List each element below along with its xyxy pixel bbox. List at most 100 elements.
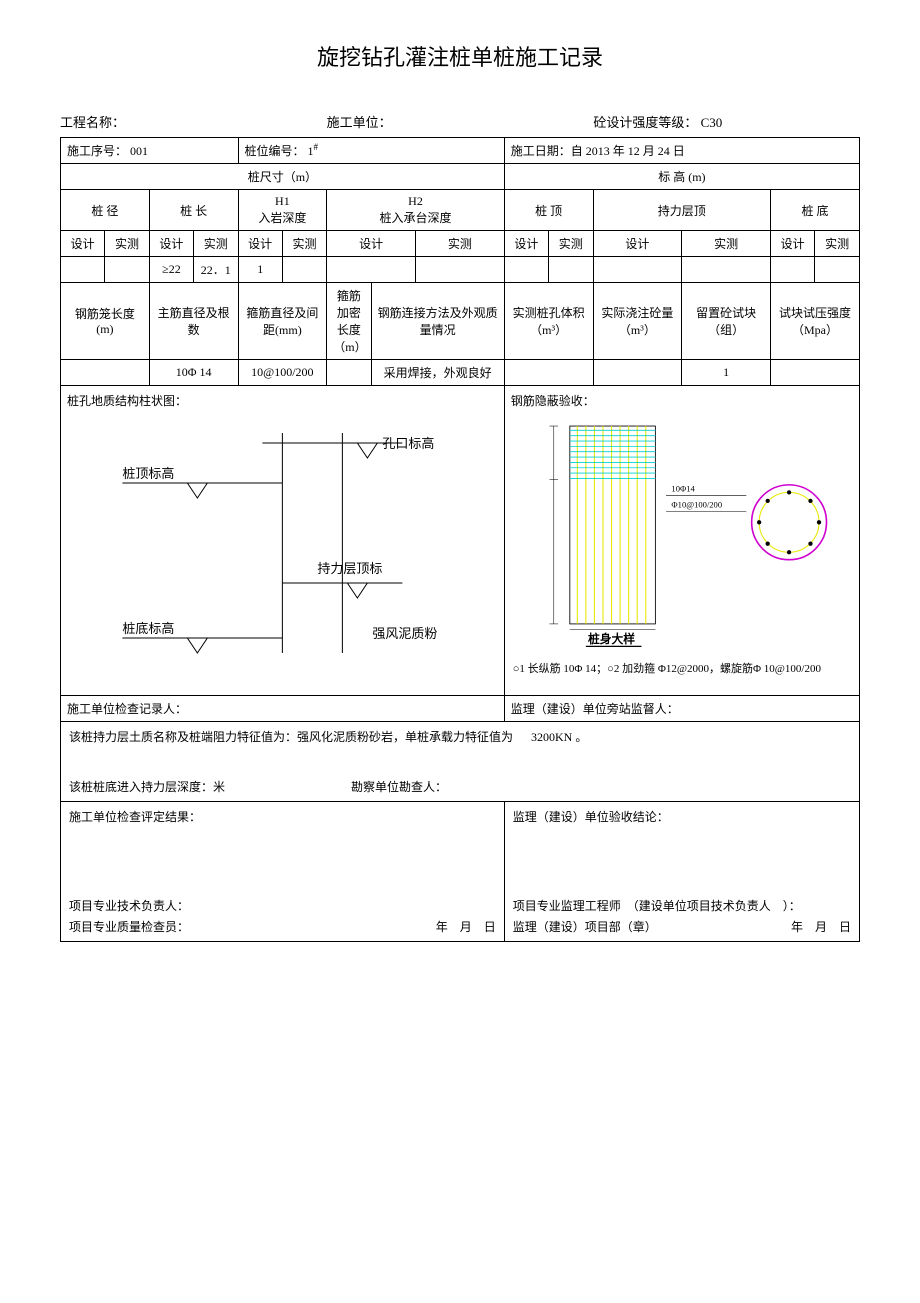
seq-label: 施工序号： <box>67 144 127 158</box>
top-elev-label: 桩顶标高 <box>122 466 174 481</box>
date-cell: 施工日期：自 2013 年 12 月 24 日 <box>504 138 859 164</box>
bearing-header: 持力层顶 <box>593 190 771 231</box>
main-table: 施工序号： 001 桩位编号： 1# 施工日期：自 2013 年 12 月 24… <box>60 137 860 942</box>
dia-design-h: 设计 <box>61 231 105 257</box>
top-actual-v <box>549 257 593 283</box>
conclusion-label: 监理（建设）单位验收结论： <box>513 808 851 825</box>
supervisor-cell: 监理（建设）单位旁站监督人： <box>504 696 859 722</box>
top-design-v <box>504 257 548 283</box>
depth-text: 该桩桩底进入持力层深度：米 <box>69 780 225 794</box>
h1-actual-v <box>282 257 326 283</box>
dia-design-v <box>61 257 105 283</box>
cage-len-v <box>61 360 150 386</box>
rebar-note: ○1 长纵筋 10Φ 14；○2 加劲箍 Φ12@2000，螺旋筋Φ 10@10… <box>511 657 853 679</box>
tech-lead: 项目专业技术负责人： <box>69 897 496 914</box>
stirrup-h: 箍筋直径及间距(mm) <box>238 283 327 360</box>
qc-lead: 项目专业质量检查员： <box>69 920 189 934</box>
date-label: 施工日期：自 <box>511 144 583 158</box>
conclusion-cell: 监理（建设）单位验收结论： 项目专业监理工程师 （建设单位项目技术负责人 ）： … <box>504 802 859 942</box>
cage-len-h: 钢筋笼长度(m) <box>61 283 150 360</box>
main-bar-v: 10Φ 14 <box>149 360 238 386</box>
block-h: 留置砼试块（组） <box>682 283 771 360</box>
svg-text:Φ10@100/200: Φ10@100/200 <box>671 499 722 509</box>
h1-design-h: 设计 <box>238 231 282 257</box>
geology-diagram: 孔口标高 桩顶标高 持力层顶标 桩底标高 强风泥质粉 <box>67 413 498 673</box>
bearing-val: 3200KN 。 <box>531 730 587 744</box>
rebar-diagram: 10Φ14 Φ10@100/200 桩身大样 <box>511 413 853 653</box>
h2-actual-h: 实测 <box>416 231 505 257</box>
pour-vol-h: 实际浇注砼量（m³） <box>593 283 682 360</box>
rebar-diagram-cell: 钢筋隐蔽验收： <box>504 386 859 696</box>
pile-no-sup: # <box>314 142 319 152</box>
hole-elev-label: 孔口标高 <box>382 436 434 451</box>
bottom-header: 桩 底 <box>771 190 860 231</box>
construction-unit: 施工单位： <box>327 112 594 131</box>
header-meta: 工程名称： 施工单位： 砼设计强度等级： C30 <box>60 112 860 131</box>
len-design-h: 设计 <box>149 231 193 257</box>
pile-no-cell: 桩位编号： 1# <box>238 138 504 164</box>
h2-actual-v <box>416 257 505 283</box>
doc-title: 旋挖钻孔灌注桩单桩施工记录 <box>60 40 860 72</box>
dia-header: 桩 径 <box>61 190 150 231</box>
h1-header: H1 入岩深度 <box>238 190 327 231</box>
svg-text:10Φ14: 10Φ14 <box>671 483 695 493</box>
pour-vol-v <box>593 360 682 386</box>
h2-design-v <box>327 257 416 283</box>
result-cell: 施工单位检查评定结果： 项目专业技术负责人： 项目专业质量检查员： 年 月 日 <box>61 802 505 942</box>
bottom-elev-label: 桩底标高 <box>122 621 174 636</box>
bear-actual-h: 实测 <box>682 231 771 257</box>
h1-sub: 入岩深度 <box>245 209 321 226</box>
pile-body-label: 桩身大样 <box>588 632 635 646</box>
bot-actual-v <box>815 257 860 283</box>
geology-diagram-cell: 桩孔地质结构柱状图： 孔口标高 桩顶标高 持力层顶标 桩底标高 <box>61 386 505 696</box>
bearing-elev-label: 持力层顶标 <box>317 561 382 576</box>
bearing-desc-cell: 该桩持力层土质名称及桩端阻力特征值为：强风化泥质粉砂岩，单桩承载力特征值为 32… <box>61 722 860 802</box>
strength-v <box>771 360 860 386</box>
surveyor-text: 勘察单位勘查人： <box>351 780 447 794</box>
rebar-title: 钢筋隐蔽验收： <box>511 392 853 409</box>
seq-cell: 施工序号： 001 <box>61 138 239 164</box>
hole-vol-h: 实测桩孔体积（m³） <box>504 283 593 360</box>
dense-len-v <box>327 360 371 386</box>
block-v: 1 <box>682 360 771 386</box>
h1-actual-h: 实测 <box>282 231 326 257</box>
rock-label: 强风泥质粉 <box>372 626 437 641</box>
top-header: 桩 顶 <box>504 190 593 231</box>
sup-stamp: 监理（建设）项目部（章） <box>513 920 657 934</box>
connect-v: 采用焊接，外观良好 <box>371 360 504 386</box>
grade-value: C30 <box>701 115 723 130</box>
bot-actual-h: 实测 <box>815 231 860 257</box>
h2-design-h: 设计 <box>327 231 416 257</box>
seq-value: 001 <box>130 144 148 158</box>
size-header: 桩尺寸（m） <box>61 164 505 190</box>
bearing-desc: 该桩持力层土质名称及桩端阻力特征值为：强风化泥质粉砂岩，单桩承载力特征值为 <box>69 730 513 744</box>
bear-actual-v <box>682 257 771 283</box>
elev-header: 标 高 (m) <box>504 164 859 190</box>
top-design-h: 设计 <box>504 231 548 257</box>
date-fmt-1: 年 月 日 <box>436 918 496 935</box>
stirrup-v: 10@100/200 <box>238 360 327 386</box>
len-actual-h: 实测 <box>194 231 238 257</box>
bot-design-h: 设计 <box>771 231 815 257</box>
h2-label: H2 <box>333 194 498 209</box>
date-fmt-2: 年 月 日 <box>791 918 851 935</box>
project-name: 工程名称： <box>60 112 327 131</box>
result-label: 施工单位检查评定结果： <box>69 808 496 825</box>
dia-actual-v <box>105 257 149 283</box>
strength-h: 试块试压强度（Mpa） <box>771 283 860 360</box>
h1-design-v: 1 <box>238 257 282 283</box>
bear-design-h: 设计 <box>593 231 682 257</box>
concrete-grade: 砼设计强度等级： C30 <box>593 112 860 131</box>
inspector-cell: 施工单位检查记录人： <box>61 696 505 722</box>
bot-design-v <box>771 257 815 283</box>
bear-design-v <box>593 257 682 283</box>
dense-len-h: 箍筋加密长度（m） <box>327 283 371 360</box>
h2-header: H2 桩入承台深度 <box>327 190 505 231</box>
main-bar-h: 主筋直径及根数 <box>149 283 238 360</box>
grade-label: 砼设计强度等级： <box>593 115 697 130</box>
top-actual-h: 实测 <box>549 231 593 257</box>
geo-title: 桩孔地质结构柱状图： <box>67 392 498 409</box>
sup-eng: 项目专业监理工程师 （建设单位项目技术负责人 ）： <box>513 899 801 913</box>
dia-actual-h: 实测 <box>105 231 149 257</box>
pile-no-label: 桩位编号： <box>245 144 305 158</box>
